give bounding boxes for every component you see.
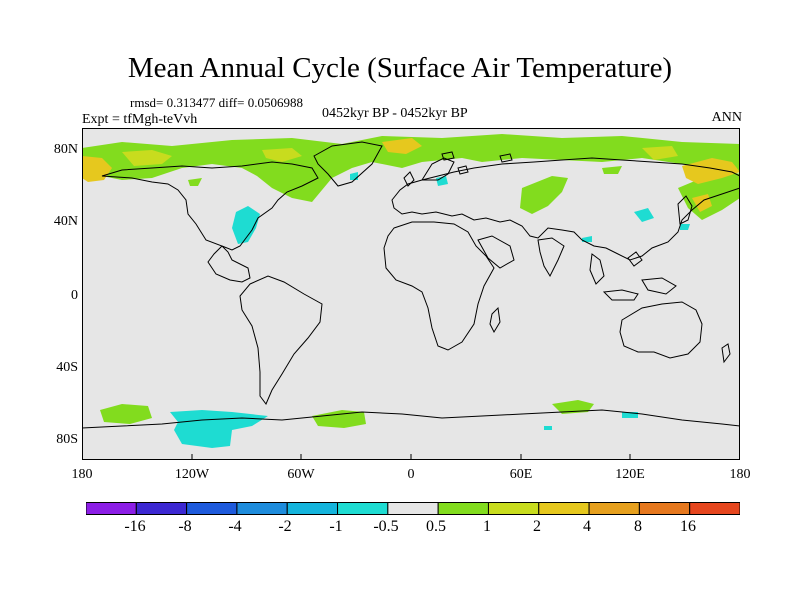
map-background (82, 128, 740, 460)
colorbar-swatch (437, 502, 489, 515)
lon-tick-label: 60E (509, 467, 533, 482)
colorbar-label: -16 (124, 518, 146, 535)
colorbar-swatch (588, 502, 640, 515)
anomaly-fill-cyan (170, 172, 690, 448)
colorbar-label: -8 (178, 518, 192, 535)
colorbar-swatch (638, 502, 691, 515)
experiment-label: Expt = tfMgh-teVvh (82, 112, 198, 127)
colorbar-label: -0.5 (373, 518, 399, 535)
lat-tick-label: 0 (71, 288, 78, 303)
colorbar-label: 2 (533, 518, 541, 535)
lat-tick-label: 80S (56, 432, 78, 447)
colorbar-label: 16 (680, 518, 696, 535)
anomaly-fill-green (82, 134, 740, 428)
lat-tick-label: 40N (53, 214, 78, 229)
colorbar-label: -4 (228, 518, 242, 535)
colorbar-label: 0.5 (426, 518, 446, 535)
lat-tick-label: 80N (53, 142, 78, 157)
colorbar-swatch (236, 502, 288, 515)
colorbar-swatch (538, 502, 590, 515)
anomaly-fill-yellow (122, 146, 678, 166)
colorbar-label: 4 (583, 518, 591, 535)
colorbar-swatch (135, 502, 188, 515)
colorbar (86, 502, 740, 515)
colorbar-swatch (689, 502, 740, 515)
season-label: ANN (711, 110, 742, 125)
colorbar-swatch (487, 502, 540, 515)
colorbar-label: 8 (634, 518, 642, 535)
map-panel (82, 128, 740, 460)
lon-tick-label: 180 (729, 467, 751, 482)
lon-tick-label: 0 (407, 467, 415, 482)
colorbar-swatch (387, 502, 439, 515)
colorbar-swatch (286, 502, 339, 515)
lon-tick-label: 180 (71, 467, 93, 482)
colorbar-swatch (186, 502, 238, 515)
colorbar-label: -2 (278, 518, 292, 535)
colorbar-swatch (86, 502, 137, 515)
period-label: 0452kyr BP - 0452kyr BP (322, 106, 468, 121)
lon-tick-label: 120E (615, 467, 645, 482)
stats-text: rmsd= 0.313477 diff= 0.0506988 (130, 95, 303, 110)
colorbar-label: 1 (483, 518, 491, 535)
colorbar-swatch (337, 502, 389, 515)
colorbar-label: -1 (329, 518, 343, 535)
lon-tick-label: 120W (174, 467, 210, 482)
coastlines (82, 141, 740, 429)
plot-title: Mean Annual Cycle (Surface Air Temperatu… (127, 52, 673, 84)
map-ticks (191, 454, 631, 460)
lat-tick-label: 40S (56, 360, 78, 375)
lon-tick-label: 60W (287, 467, 315, 482)
